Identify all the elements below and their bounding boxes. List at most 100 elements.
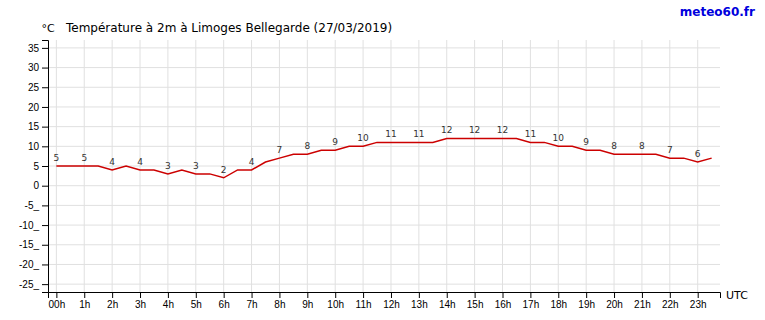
tick: 21h [634,292,651,310]
tick: 20h [606,292,623,310]
plot-area: 00h1h2h3h4h5h6h7h8h9h10h11h12h13h14h15h1… [19,40,721,310]
tick: 23h [690,292,707,310]
tick: 6h [219,292,230,310]
data-label: 2 [221,165,227,175]
data-label: 11 [525,129,536,139]
grid-line [390,40,391,292]
tick-label: 5h [191,299,202,310]
tick-mark [42,87,48,88]
y-axis: -25_-20_-15_-10_-5_05101520253035 [19,41,49,293]
y-axis-label: °C [41,22,55,35]
tick-mark [42,205,48,206]
tick-label: 15 [28,121,40,132]
tick: 5 [33,161,48,172]
tick-mark [42,225,48,226]
axis-line [49,293,721,299]
tick: 13h [411,292,428,310]
grid-line [307,40,308,292]
annotation: meteo60.fr [680,5,755,19]
data-label: 12 [469,125,480,135]
grid-line [697,40,698,292]
tick-label: 35 [28,43,40,54]
tick-mark [252,292,253,298]
tick-mark [84,292,85,298]
tick-mark [56,292,57,298]
tick: 20 [28,102,48,113]
tick: 9h [302,292,313,310]
tick-label: 00h [49,299,66,310]
tick-label: 16h [495,299,512,310]
tick-mark [586,292,587,298]
tick-mark [447,292,448,298]
data-label: 8 [611,141,617,151]
tick: 2h [107,292,118,310]
tick-label: -10_ [19,220,39,231]
data-label: 8 [639,141,645,151]
title: Température à 2m à Limoges Bellegarde (2… [65,21,392,35]
data-label: 12 [441,125,452,135]
data-label: 11 [385,129,396,139]
grid-line [558,40,559,292]
tick-label: 2h [107,299,118,310]
line [56,138,711,177]
tick-label: 25 [28,82,40,93]
tick: 15h [467,292,484,310]
grid-line [48,126,720,127]
x-axis-label: UTC [726,289,748,302]
grid-line [502,40,503,292]
tick-label: -20_ [19,259,39,270]
tick: 11h [356,292,372,310]
tick-mark [614,292,615,298]
tick-mark [224,292,225,298]
grid-line [48,225,720,226]
tick-label: 11h [356,299,372,310]
data-label: 7 [667,145,673,155]
tick-label: 10 [28,141,40,152]
grid-line [48,185,720,186]
data-label: 3 [165,161,171,171]
tick-mark [279,292,280,298]
tick-mark [503,292,504,298]
tick-mark [42,186,48,187]
chart: 00h1h2h3h4h5h6h7h8h9h10h11h12h13h14h15h1… [0,0,765,320]
tick-mark [168,292,169,298]
tick: 14h [439,292,456,310]
tick: 30 [28,62,48,73]
tick-label: 30 [28,62,40,73]
tick-label: 14h [439,299,456,310]
tick: 0 [33,180,48,191]
tick: 16h [495,292,512,310]
tick-mark [419,292,420,298]
grid-line [418,40,419,292]
tick: 00h [49,292,66,310]
tick-mark [698,292,699,298]
tick-label: 20h [606,299,623,310]
tick-label: 21h [634,299,651,310]
tick-label: 0 [33,180,39,191]
data-label: 6 [695,149,701,159]
tick: -15_ [19,239,48,250]
tick-mark [42,48,48,49]
x-axis: 00h1h2h3h4h5h6h7h8h9h10h11h12h13h14h15h1… [49,292,721,310]
tick-label: 18h [550,299,567,310]
tick-label: 1h [79,299,90,310]
tick-mark [112,292,113,298]
tick: 1h [79,292,90,310]
data-label: 7 [277,145,283,155]
tick: 8h [274,292,285,310]
tick: 25 [28,82,48,93]
tick-label: 17h [523,299,540,310]
tick-mark [42,245,48,246]
grid-line [48,244,720,245]
tick-mark [42,127,48,128]
tick: 4h [163,292,174,310]
tick: 5h [191,292,202,310]
tick: 10h [327,292,344,310]
tick-mark [42,146,48,147]
tick-label: 20 [28,102,40,113]
tick: -10_ [19,220,48,231]
tick-mark [475,292,476,298]
grid-line [48,106,720,107]
grid-line [335,40,336,292]
tick-label: 22h [662,299,679,310]
